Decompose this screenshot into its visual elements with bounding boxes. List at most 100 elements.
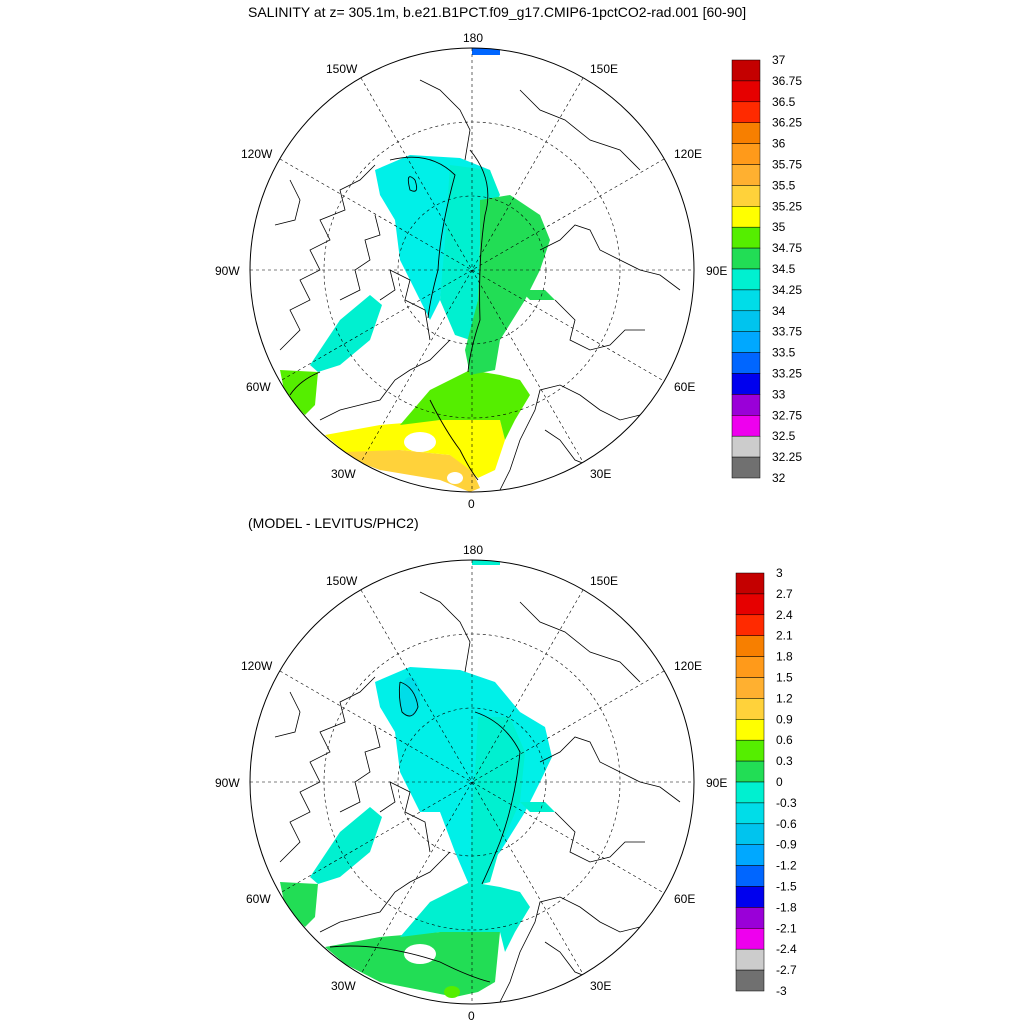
colorbar-tick-label: -0.3 bbox=[776, 796, 797, 810]
label-0: 0 bbox=[468, 497, 475, 511]
label-150w: 150W bbox=[326, 62, 358, 76]
field-eurasian-teal bbox=[470, 717, 525, 887]
chart-title: SALINITY at z= 305.1m, b.e21.B1PCT.f09_g… bbox=[248, 4, 747, 20]
label-30w: 30W bbox=[331, 467, 356, 481]
colorbar-tick-label: 36.75 bbox=[772, 74, 802, 88]
colorbar-tick-label: 34.75 bbox=[772, 241, 802, 255]
contours bbox=[289, 149, 489, 481]
colorbar-tick-label: 1.8 bbox=[776, 650, 793, 664]
colorbar-difference: 3 2.7 2.4 2.1 1.8 1.5 1.2 0.9 0.6 0.3 0 -0.3 -0.6 -0.… bbox=[735, 566, 797, 998]
colorbar-swatch bbox=[735, 823, 765, 845]
colorbar-swatch bbox=[731, 59, 761, 82]
colorbar-tick-label: 32.75 bbox=[772, 408, 802, 422]
colorbar-tick-label: -1.8 bbox=[776, 900, 797, 914]
difference-map-panel: 180 0 90W 90E 150W 120W 150E 120E 60W 30… bbox=[0, 512, 1024, 1024]
label-30e: 30E bbox=[590, 467, 611, 481]
island-iceland bbox=[404, 944, 436, 964]
colorbar-swatch bbox=[735, 635, 765, 657]
colorbar-swatch bbox=[731, 331, 761, 353]
colorbar-swatch bbox=[735, 677, 765, 699]
colorbar-swatch bbox=[731, 143, 761, 165]
colorbar-tick-label: -1.2 bbox=[776, 859, 797, 873]
label-90w: 90W bbox=[215, 264, 240, 278]
colorbar-tick-label: -2.1 bbox=[776, 921, 797, 935]
map-labels: 180 0 90W 90E 150W 120W 150E 120E 60W 30… bbox=[215, 31, 727, 511]
label-180: 180 bbox=[463, 543, 483, 557]
colorbar-swatch bbox=[731, 247, 761, 270]
label-90e: 90E bbox=[706, 264, 727, 278]
label-60e: 60E bbox=[674, 892, 695, 906]
colorbar-tick-label: -0.6 bbox=[776, 817, 797, 831]
label-60w: 60W bbox=[246, 892, 271, 906]
colorbar-swatch bbox=[735, 886, 765, 908]
field-svalbard-green bbox=[444, 986, 460, 998]
label-90e: 90E bbox=[706, 776, 727, 790]
colorbar-tick-label: 33.25 bbox=[772, 367, 802, 381]
colorbar-tick-label: 0.6 bbox=[776, 733, 793, 747]
colorbar-tick-label: 2.1 bbox=[776, 629, 793, 643]
colorbar-tick-label: -3 bbox=[776, 984, 787, 998]
colorbar-tick-label: 33.75 bbox=[772, 325, 802, 339]
colorbar-tick-label: 35.5 bbox=[772, 178, 796, 192]
graticule bbox=[250, 48, 694, 492]
colorbar-swatch bbox=[735, 781, 765, 804]
field-labrador-green bbox=[280, 882, 318, 927]
colorbar-swatch bbox=[731, 122, 761, 144]
label-30e: 30E bbox=[590, 979, 611, 993]
chart-subtitle: (MODEL - LEVITUS/PHC2) bbox=[248, 515, 419, 531]
colorbar-swatch bbox=[735, 698, 765, 720]
colorbar-tick-label: 34.5 bbox=[772, 262, 796, 276]
label-150w: 150W bbox=[326, 574, 358, 588]
colorbar-tick-label: 36 bbox=[772, 137, 786, 151]
field-bering-blue bbox=[472, 48, 500, 55]
field-barents-teal bbox=[400, 882, 530, 952]
colorbar-swatch bbox=[735, 802, 765, 825]
graticule bbox=[250, 560, 694, 1004]
colorbar-tick-label: 33 bbox=[772, 387, 786, 401]
map-boundary bbox=[249, 47, 695, 493]
colorbar-swatch bbox=[735, 719, 765, 741]
colorbar-tick-label: 32.5 bbox=[772, 429, 796, 443]
field-deep-cyan bbox=[400, 677, 420, 717]
label-120w: 120W bbox=[241, 147, 273, 161]
colorbar-tick-label: 37 bbox=[772, 53, 786, 67]
colorbar-swatch bbox=[735, 969, 765, 992]
colorbar-tick-label: 1.5 bbox=[776, 671, 793, 685]
field-eurasian-green bbox=[465, 195, 550, 375]
colorbar-swatch bbox=[735, 739, 765, 762]
coastlines bbox=[274, 79, 681, 491]
colorbar-salinity: 37 36.75 36.5 36.25 36 35.75 35.5 35.25 35 34.75 3… bbox=[731, 53, 802, 485]
colorbar-tick-label: 32.25 bbox=[772, 450, 802, 464]
colorbar-swatch bbox=[731, 268, 761, 291]
label-120w: 120W bbox=[241, 659, 273, 673]
label-120e: 120E bbox=[674, 659, 702, 673]
contours bbox=[329, 681, 521, 983]
colorbar-tick-label: -1.5 bbox=[776, 880, 797, 894]
colorbar-swatch bbox=[731, 185, 761, 207]
label-120e: 120E bbox=[674, 147, 702, 161]
label-30w: 30W bbox=[331, 979, 356, 993]
map-fields bbox=[280, 48, 555, 492]
colorbar-tick-label: 32 bbox=[772, 471, 786, 485]
island-svalbard bbox=[447, 472, 463, 484]
field-bering-teal bbox=[472, 560, 500, 565]
difference-map: 180 0 90W 90E 150W 120W 150E 120E 60W 30… bbox=[215, 543, 797, 1023]
colorbar-swatch bbox=[731, 373, 761, 395]
colorbar-tick-label: 0 bbox=[776, 775, 783, 789]
colorbar-tick-label: 35.25 bbox=[772, 199, 802, 213]
colorbar-swatch bbox=[731, 206, 761, 228]
colorbar-swatch bbox=[731, 164, 761, 186]
colorbar-swatch bbox=[731, 310, 761, 332]
field-labrador-green bbox=[280, 370, 318, 415]
colorbar-tick-label: 35 bbox=[772, 220, 786, 234]
salinity-map: 180 0 90W 90E 150W 120W 150E 120E 60W 30… bbox=[215, 31, 802, 511]
colorbar-tick-label: 2.4 bbox=[776, 608, 793, 622]
map-fields bbox=[280, 560, 555, 998]
field-baffin-teal bbox=[310, 295, 382, 372]
field-kara-teal bbox=[520, 802, 555, 812]
field-kara-green bbox=[520, 290, 555, 300]
colorbar-swatch bbox=[731, 352, 761, 374]
field-atlantic-green bbox=[325, 932, 500, 997]
colorbar-tick-label: 1.2 bbox=[776, 691, 793, 705]
colorbar-swatch bbox=[735, 928, 765, 950]
